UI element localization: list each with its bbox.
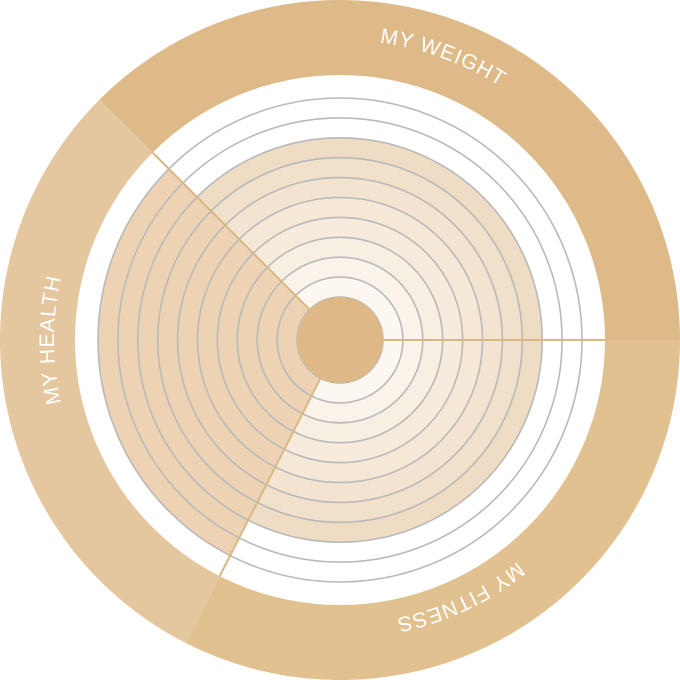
- segment-divider-2: [218, 377, 322, 577]
- segment-divider-3: [151, 151, 311, 311]
- center-hub: [297, 297, 383, 383]
- segment-dividers: [151, 151, 605, 577]
